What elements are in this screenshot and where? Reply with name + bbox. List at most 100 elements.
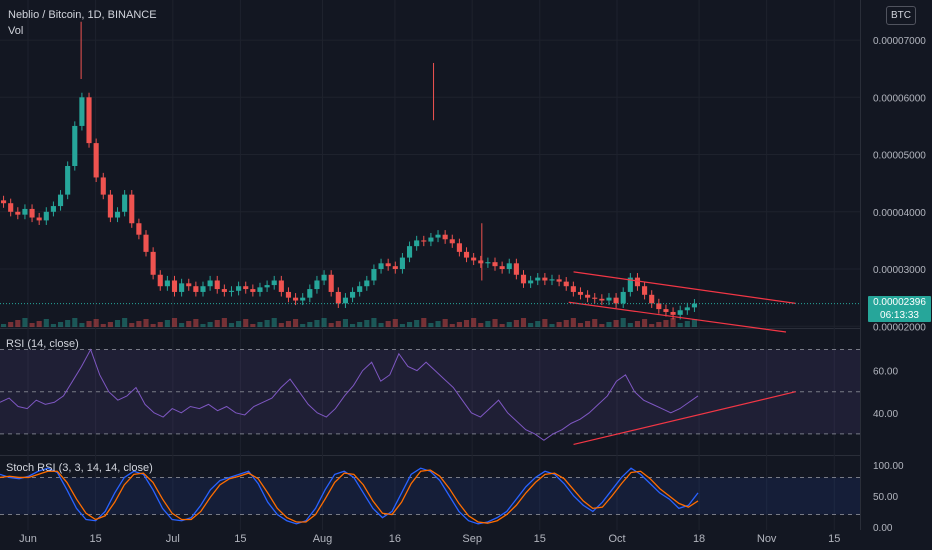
volume-bar <box>456 322 462 327</box>
volume-bar <box>520 318 527 327</box>
candle-body <box>428 237 434 242</box>
volume-bar <box>164 320 170 327</box>
price-tick-label: 0.00003000 <box>873 265 926 276</box>
volume-label: Vol <box>8 25 24 37</box>
candle-body <box>656 303 662 310</box>
time-tick-label: Sep <box>462 533 482 545</box>
volume-bar <box>364 320 370 327</box>
grid <box>0 0 861 530</box>
rsi-line <box>0 348 699 441</box>
price-pane[interactable] <box>0 21 860 333</box>
volume-bar <box>350 324 356 327</box>
candle-body <box>599 298 605 301</box>
candle-body <box>86 97 92 144</box>
volume-bar <box>15 320 21 327</box>
candle-body <box>606 297 612 301</box>
volume-bar <box>627 323 633 327</box>
volume-bar <box>50 324 56 327</box>
volume-bar <box>1 324 7 327</box>
candle-body <box>8 203 14 212</box>
volume-bar <box>221 318 227 327</box>
candle-body <box>620 291 626 304</box>
candle-body <box>677 310 683 315</box>
candle-body <box>613 297 619 304</box>
volume-bar <box>171 318 178 327</box>
candle-body <box>150 251 156 275</box>
bar-countdown: 06:13:33 <box>880 309 919 321</box>
stoch-rsi-pane[interactable] <box>0 467 860 525</box>
volume-bar <box>585 321 591 327</box>
volume-bar <box>200 324 206 327</box>
volume-bar <box>485 321 491 327</box>
price-tick-label: 0.00005000 <box>873 151 926 162</box>
candle-body <box>649 294 655 304</box>
volume-bar <box>285 321 292 327</box>
candle-body <box>378 263 384 270</box>
candle-body <box>535 277 541 281</box>
rsi-tick-label: 60.00 <box>873 367 898 378</box>
volume-bar <box>406 322 413 327</box>
price-axis[interactable]: 0.00002000 0.00003000 0.00004000 0.00005000… <box>873 36 926 534</box>
volume-bar <box>300 324 306 327</box>
candle-body <box>307 289 313 298</box>
volume-bar <box>392 319 398 327</box>
candle-body <box>321 274 327 281</box>
candle-body <box>485 262 491 264</box>
price-trendline <box>573 271 796 304</box>
volume-bar <box>136 321 142 327</box>
volume-bar <box>79 323 85 327</box>
volume-bar <box>214 320 220 327</box>
candle-body <box>79 97 85 126</box>
candle-body <box>627 277 633 292</box>
volume-bar <box>634 321 641 327</box>
candle-body <box>506 263 512 270</box>
candle-body <box>556 279 562 282</box>
volume-bar <box>385 321 391 327</box>
rsi-band-fill <box>0 349 860 434</box>
volume-bar <box>371 318 377 327</box>
volume-bar <box>335 321 341 327</box>
volume-bar <box>93 319 99 327</box>
candle-body <box>293 297 299 301</box>
candle-body <box>278 280 284 292</box>
candle-body <box>663 309 669 312</box>
volume-bar <box>677 323 683 327</box>
candle-body <box>65 166 71 195</box>
time-axis[interactable]: Jun 15 Jul 15 Aug 16 Sep 15 Oct 18 Nov 15 <box>19 533 840 545</box>
volume-bar <box>243 319 249 327</box>
volume-bar <box>250 324 256 327</box>
volume-bar <box>563 320 569 327</box>
candle-body <box>364 280 370 287</box>
volume-bar <box>599 324 605 327</box>
volume-bar <box>613 320 619 327</box>
volume-bar <box>663 320 669 327</box>
volume-bar <box>107 322 113 327</box>
volume-bar <box>36 321 42 327</box>
candle-body <box>463 251 470 258</box>
candle-body <box>421 240 427 242</box>
volume-bar <box>129 323 135 327</box>
volume-bar <box>513 320 519 327</box>
current-price-badge: 0.00002396 06:13:33 <box>868 295 931 322</box>
time-tick-label: Aug <box>313 533 333 545</box>
candle-body <box>442 234 448 240</box>
volume-bar <box>228 323 235 327</box>
candle-body <box>435 234 441 238</box>
time-tick-label: 15 <box>828 533 840 545</box>
candle-body <box>328 274 334 292</box>
volume-bar <box>278 323 284 327</box>
volume-bar <box>65 320 71 327</box>
price-tick-label: 0.00002000 <box>873 322 926 333</box>
candle-body <box>691 303 697 308</box>
chart-title: Neblio / Bitcoin, 1D, BINANCE <box>8 9 157 21</box>
currency-badge[interactable]: BTC <box>886 6 916 25</box>
volume-bar <box>421 318 427 327</box>
time-tick-label: 15 <box>534 533 546 545</box>
candle-body <box>513 263 519 275</box>
current-price-value: 0.00002396 <box>873 296 926 308</box>
candle-body <box>228 290 235 292</box>
rsi-pane[interactable] <box>0 348 860 446</box>
volume-bar <box>542 319 548 327</box>
volume-bar <box>257 322 263 327</box>
